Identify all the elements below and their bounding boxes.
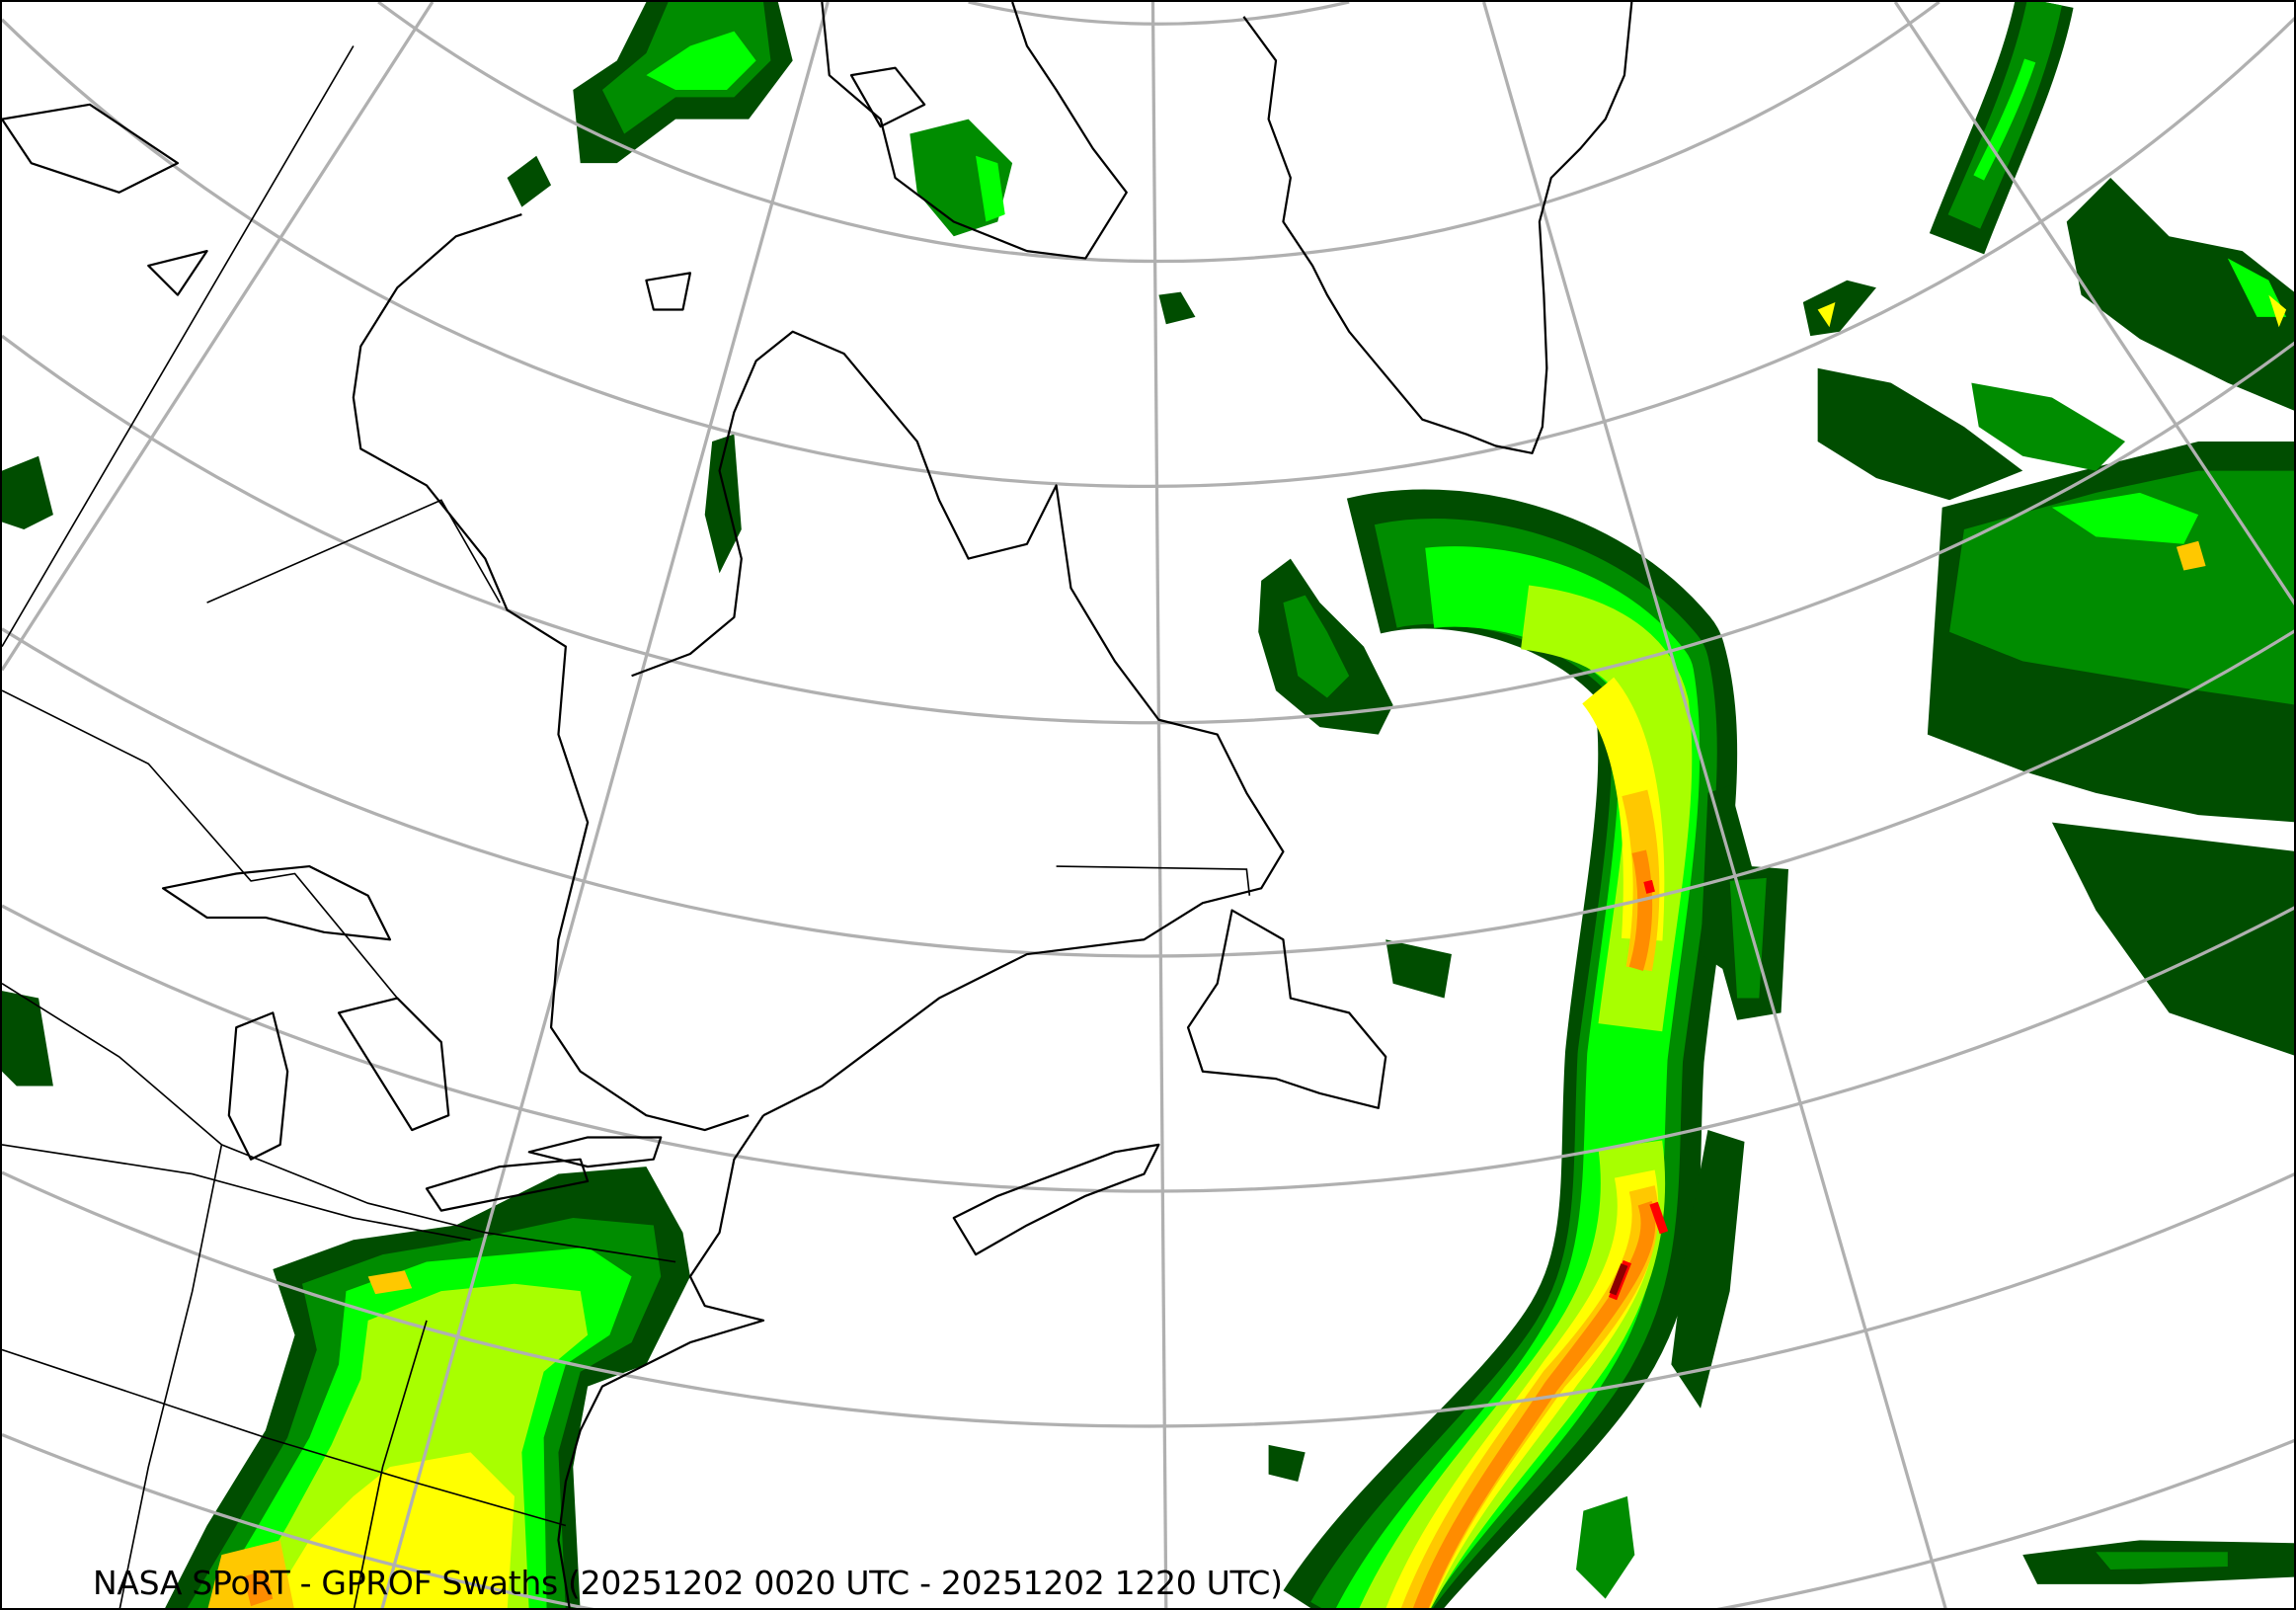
latitude-line	[377, 2, 1940, 264]
political-borders	[2, 45, 1251, 1608]
arctic-islands	[2, 66, 926, 311]
quebec-coast	[631, 330, 1285, 1117]
border-line	[353, 1320, 428, 1608]
longitude-line	[1150, 2, 1168, 1608]
border-line	[119, 1144, 223, 1608]
precip-scatter	[1158, 291, 1196, 325]
border-line	[2, 689, 398, 1000]
border-line	[2, 983, 676, 1263]
latitude-line	[2, 1433, 2294, 1608]
longitude-line	[1893, 2, 2294, 605]
border-line	[2, 1144, 471, 1242]
latitude-line	[968, 2, 1350, 26]
latitude-line	[2, 1170, 2294, 1428]
precip-level-9	[1609, 1263, 1628, 1296]
greenland-coast	[1242, 2, 1633, 454]
lake-superior	[161, 864, 392, 941]
border-line	[2, 45, 355, 648]
lake-erie	[425, 1158, 590, 1212]
precip-eastern-us	[165, 1167, 690, 1608]
longitude-line	[2, 2, 435, 672]
precip-scatter	[1268, 1444, 1306, 1482]
precip-atlantic-band	[1158, 291, 1788, 1608]
lake-huron	[337, 997, 450, 1132]
precip-arctic	[2, 2, 1013, 1087]
hudson-bay-coast	[352, 213, 750, 1132]
precip-swath-edge	[1729, 877, 1767, 999]
precip-west-cell	[1283, 595, 1350, 698]
us-east-coast	[557, 1114, 765, 1608]
latitude-line	[2, 16, 2294, 489]
precip-level-7	[1412, 849, 1656, 1608]
longitude-line	[1482, 2, 1947, 1608]
nova-scotia-coast	[952, 1143, 1160, 1256]
precip-scatter	[1386, 939, 1452, 999]
longitude-line	[380, 2, 830, 1608]
precip-scatter	[1575, 1495, 1635, 1599]
border-line	[1056, 865, 1251, 896]
latitude-line	[2, 627, 2294, 958]
precip-northeast	[1817, 177, 2294, 1584]
latitude-line	[2, 904, 2294, 1193]
map-caption: NASA SPoRT - GPROF Swaths (20251202 0020…	[93, 1564, 1283, 1602]
border-line	[206, 499, 501, 604]
precip-swath-edge	[1671, 1130, 1745, 1409]
border-line	[2, 1348, 567, 1527]
lake-ontario	[527, 1136, 663, 1168]
latitude-line	[2, 334, 2294, 725]
precip-labrador-sea	[1802, 2, 2074, 337]
lake-michigan	[227, 1011, 289, 1161]
newfoundland-coast	[1186, 909, 1387, 1109]
coastlines	[2, 2, 1633, 1608]
